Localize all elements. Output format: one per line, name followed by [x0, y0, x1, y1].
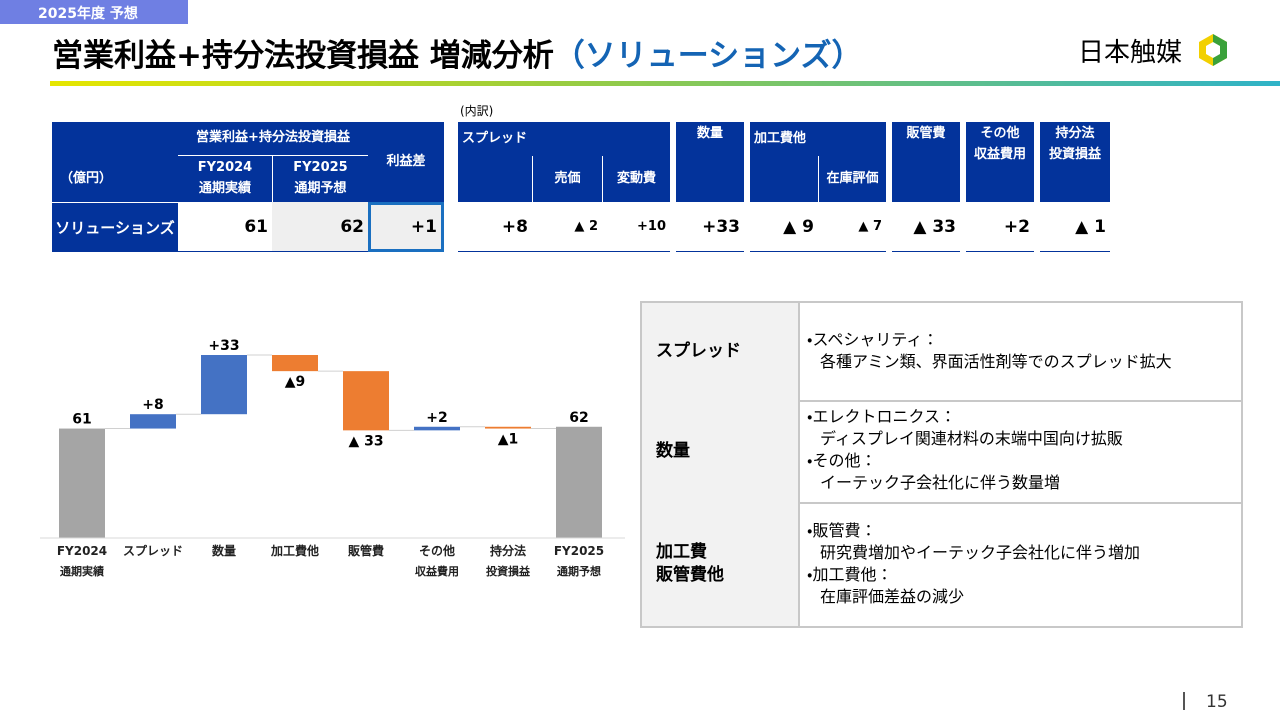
table-value: +8 [458, 202, 532, 252]
notes-text: ・販管費： 研究費増加やイーテック子会社化に伴う増加・加工費他： 在庫評価差益の減少 [807, 520, 1140, 608]
note-heading: ・その他： [807, 451, 877, 470]
header-block [1040, 122, 1110, 202]
year-tag: 2025年度 予想 [0, 0, 188, 24]
table-value: ▲ 2 [532, 202, 602, 252]
data-label: +33 [208, 338, 239, 354]
column-header: FY2025 通期予想 [272, 156, 368, 202]
notes-row: スプレッド ・スペシャリティ： 各種アミン類、界面活性剤等でのスプレッド拡大 [642, 303, 1241, 402]
note-detail: 研究費増加やイーテック子会社化に伴う増加 [820, 543, 1141, 562]
notes-table: スプレッド ・スペシャリティ： 各種アミン類、界面活性剤等でのスプレッド拡大数量 ・エ… [640, 301, 1243, 628]
table-value: +10 [602, 202, 670, 252]
column-header: 持分法 投資損益 [1048, 126, 1101, 162]
note-heading: ・スペシャリティ： [807, 330, 939, 349]
bar [556, 426, 602, 538]
column-header: 数量 [696, 126, 723, 141]
table-value: +33 [676, 202, 744, 252]
x-tick-label: 販管費 [347, 543, 384, 558]
table-value: 62 [272, 202, 368, 252]
x-tick-label: 持分法投資損益 [486, 543, 531, 578]
note-detail: ディスプレイ関連材料の末端中国向け拡販 [820, 429, 1123, 448]
bar [59, 428, 105, 538]
column-header: その他 収益費用 [973, 126, 1026, 162]
table-value: +2 [966, 202, 1034, 252]
header-block [458, 122, 670, 202]
notes-row: 数量 ・エレクトロニクス： ディスプレイ関連材料の末端中国向け拡販・その他： イーテッ… [642, 400, 1241, 504]
note-detail: 各種アミン類、界面活性剤等でのスプレッド拡大 [820, 352, 1172, 371]
title-rule [50, 81, 1280, 86]
logo-mark [1199, 34, 1228, 66]
note-heading: ・加工費他： [807, 565, 893, 584]
data-label: 62 [569, 410, 588, 426]
column-header: 売価 [532, 156, 602, 202]
note-detail: 在庫評価差益の減少 [820, 587, 965, 606]
page-separator [1183, 692, 1185, 710]
data-label: ▲1 [498, 432, 519, 448]
x-tick-label: 数量 [212, 543, 236, 558]
row-label: ソリューションズ [52, 202, 178, 252]
data-label: ▲ 33 [348, 433, 383, 449]
logo-text: 日本触媒 [1078, 38, 1183, 68]
note-heading: ・販管費： [807, 521, 877, 540]
x-tick-label: スプレッド [123, 543, 183, 558]
header-block [676, 122, 744, 202]
notes-label: スプレッド [642, 303, 800, 400]
breakdown-note: (内訳) [460, 104, 494, 118]
data-label: 61 [72, 412, 91, 428]
table-value: ▲ 7 [818, 202, 886, 252]
x-tick-label: FY2024 通期実績 [57, 544, 107, 578]
table-value: ▲ 1 [1040, 202, 1110, 252]
bar [130, 414, 176, 429]
column-header: FY2024 通期実績 [197, 160, 253, 196]
slide-title: 営業利益+持分法投資損益 増減分析（ソリューションズ） [52, 30, 863, 75]
column-header: 変動費 [602, 156, 670, 202]
notes-label: 数量 [642, 400, 800, 502]
x-tick-label: その他収益費用 [415, 543, 459, 578]
column-header: 加工費他 [754, 130, 807, 146]
notes-row: 加工費 販管費他 ・販管費： 研究費増加やイーテック子会社化に伴う増加・加工費他： 在… [642, 502, 1241, 626]
bar [485, 426, 531, 429]
title-main: 営業利益+持分法投資損益 増減分析 [52, 38, 554, 74]
column-header: 在庫評価 [818, 156, 886, 202]
logo: 日本触媒 [1078, 32, 1228, 69]
page-number: 15 [1206, 692, 1228, 712]
data-label: +8 [142, 397, 163, 413]
notes-text: ・スペシャリティ： 各種アミン類、界面活性剤等でのスプレッド拡大 [807, 329, 1172, 373]
bar [201, 355, 247, 415]
table-value: ▲ 33 [892, 202, 960, 252]
column-header: スプレッド [462, 130, 528, 146]
waterfall-chart: 61 FY2024 通期実績 +8 スプレッド +33 数量 ▲9 加工費他 ▲ 33 販管費 +2 そ… [40, 338, 625, 578]
group-header: 営業利益+持分法投資損益 [178, 122, 368, 156]
note-detail: イーテック子会社化に伴う数量増 [820, 473, 1061, 492]
title-sub: （ソリューションズ） [553, 38, 863, 74]
bar [343, 371, 389, 431]
data-label: ▲9 [285, 374, 306, 390]
table-value: +1 [368, 202, 444, 252]
header-block [892, 122, 960, 202]
column-header: 利益差 [386, 153, 426, 169]
notes-text: ・エレクトロニクス： ディスプレイ関連材料の末端中国向け拡販・その他： イーテック子… [807, 406, 1123, 494]
x-tick-label: FY2025 通期予想 [554, 544, 604, 578]
data-label: +2 [426, 410, 447, 426]
bar [414, 426, 460, 431]
unit-label: （億円） [60, 170, 113, 186]
bar [272, 355, 318, 372]
note-heading: ・エレクトロニクス： [807, 407, 956, 426]
column-header: 販管費 [906, 126, 946, 141]
table-value: ▲ 9 [750, 202, 818, 252]
table-value: 61 [178, 202, 272, 252]
header-block [966, 122, 1034, 202]
x-tick-label: 加工費他 [270, 543, 319, 558]
header-block [52, 122, 444, 202]
notes-label: 加工費 販管費他 [642, 502, 800, 626]
